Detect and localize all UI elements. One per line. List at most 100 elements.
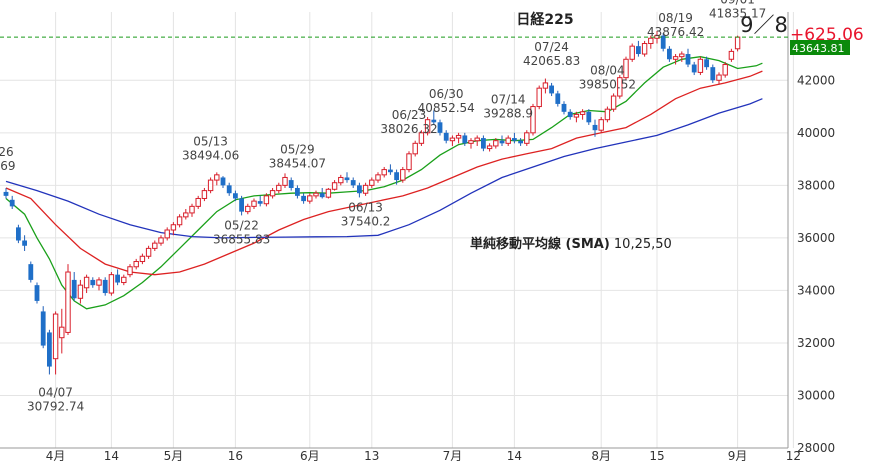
candle bbox=[524, 130, 530, 146]
candle-body-up bbox=[83, 276, 90, 289]
candle bbox=[239, 195, 244, 216]
candle bbox=[288, 177, 294, 191]
candle bbox=[567, 109, 573, 120]
candle-body-down bbox=[388, 169, 393, 173]
candle bbox=[28, 261, 34, 283]
sma-lines bbox=[5, 56, 763, 310]
candle-body-down bbox=[481, 138, 486, 149]
candle bbox=[455, 132, 462, 144]
candle-body-down bbox=[288, 180, 294, 188]
candle-body-up bbox=[400, 169, 406, 181]
x-tick-label: 14 bbox=[104, 449, 119, 463]
annotation-price: .69 bbox=[0, 159, 16, 173]
candle bbox=[604, 106, 611, 123]
annotation-price: 36855.83 bbox=[213, 232, 270, 246]
candle bbox=[77, 279, 84, 304]
candle-body-down bbox=[295, 187, 300, 196]
candle-body-down bbox=[102, 279, 108, 294]
candle-body-up bbox=[121, 276, 127, 284]
candle-body-down bbox=[40, 311, 46, 346]
candle bbox=[295, 185, 300, 199]
candle-body-up bbox=[269, 190, 276, 197]
candle bbox=[90, 277, 96, 288]
y-tick-label: 34000 bbox=[797, 283, 835, 297]
candle-body-up bbox=[641, 43, 648, 55]
y-tick-label: 32000 bbox=[797, 336, 835, 350]
candle-body-up bbox=[455, 134, 462, 139]
candle-body-down bbox=[667, 48, 672, 60]
last-price-label: 43643.81 bbox=[792, 42, 845, 55]
candle bbox=[542, 78, 549, 94]
candle bbox=[344, 172, 350, 183]
candle-body-up bbox=[325, 188, 332, 198]
candle-body-down bbox=[239, 198, 244, 212]
candle bbox=[226, 182, 232, 196]
candle-body-up bbox=[176, 216, 183, 226]
grid-lines bbox=[0, 12, 794, 449]
sma-line-25 bbox=[5, 70, 763, 276]
candle-body-up bbox=[468, 140, 474, 144]
candle bbox=[598, 117, 604, 133]
candle-body-up bbox=[617, 77, 623, 97]
candle-body-up bbox=[672, 56, 679, 60]
candle-body-up bbox=[189, 205, 195, 214]
candle-body-down bbox=[301, 195, 306, 202]
candle bbox=[536, 85, 542, 110]
candle-body-up bbox=[629, 45, 635, 60]
candle-body-down bbox=[518, 140, 523, 144]
annotation-date: 09/01 bbox=[720, 0, 755, 7]
candle-body-down bbox=[499, 140, 505, 144]
candle-body-down bbox=[636, 46, 641, 55]
candle bbox=[629, 43, 635, 62]
candle bbox=[691, 61, 697, 76]
candle bbox=[257, 195, 263, 207]
candle bbox=[207, 177, 214, 194]
candle bbox=[499, 135, 505, 146]
candle bbox=[592, 119, 598, 137]
candle bbox=[357, 182, 362, 198]
candle-body-up bbox=[623, 58, 629, 79]
candle-body-up bbox=[505, 137, 511, 144]
candle bbox=[636, 40, 641, 57]
candle-body-down bbox=[660, 35, 666, 49]
annotation-price: 39288.9 bbox=[483, 106, 533, 120]
candle bbox=[555, 90, 561, 107]
candle-body-up bbox=[412, 142, 418, 155]
candle-body-up bbox=[722, 64, 728, 76]
candle bbox=[40, 306, 46, 349]
candle-body-up bbox=[381, 169, 387, 176]
candle bbox=[400, 166, 406, 183]
annotation-price: 41835.17 bbox=[709, 7, 766, 21]
candle bbox=[561, 101, 567, 115]
candle bbox=[660, 33, 666, 52]
candle-body-down bbox=[3, 191, 9, 196]
candle bbox=[474, 135, 480, 146]
candle-body-down bbox=[34, 285, 40, 301]
candle-body-up bbox=[207, 179, 214, 192]
candle bbox=[579, 109, 586, 120]
candle-body-down bbox=[704, 59, 709, 68]
candle-body-up bbox=[52, 313, 59, 360]
candle bbox=[716, 72, 722, 85]
last-price-badge bbox=[790, 40, 850, 55]
sma-line-50 bbox=[5, 98, 763, 239]
candle-body-up bbox=[338, 176, 344, 184]
candle bbox=[586, 109, 592, 125]
candle bbox=[282, 173, 288, 188]
candle-body-down bbox=[462, 135, 468, 144]
candle-body-up bbox=[486, 145, 493, 150]
x-tick-label: 15 bbox=[649, 449, 664, 463]
candle bbox=[121, 274, 127, 286]
candle bbox=[102, 277, 108, 296]
y-tick-label: 42000 bbox=[797, 73, 835, 87]
x-tick-label: 8月 bbox=[591, 449, 611, 463]
annotation-date: 07/14 bbox=[491, 92, 526, 106]
candle-body-down bbox=[226, 185, 232, 194]
candle bbox=[486, 143, 493, 152]
candle-body-up bbox=[424, 119, 431, 134]
candle-body-down bbox=[592, 124, 598, 131]
candle bbox=[251, 198, 257, 209]
candle-body-up bbox=[245, 205, 251, 213]
